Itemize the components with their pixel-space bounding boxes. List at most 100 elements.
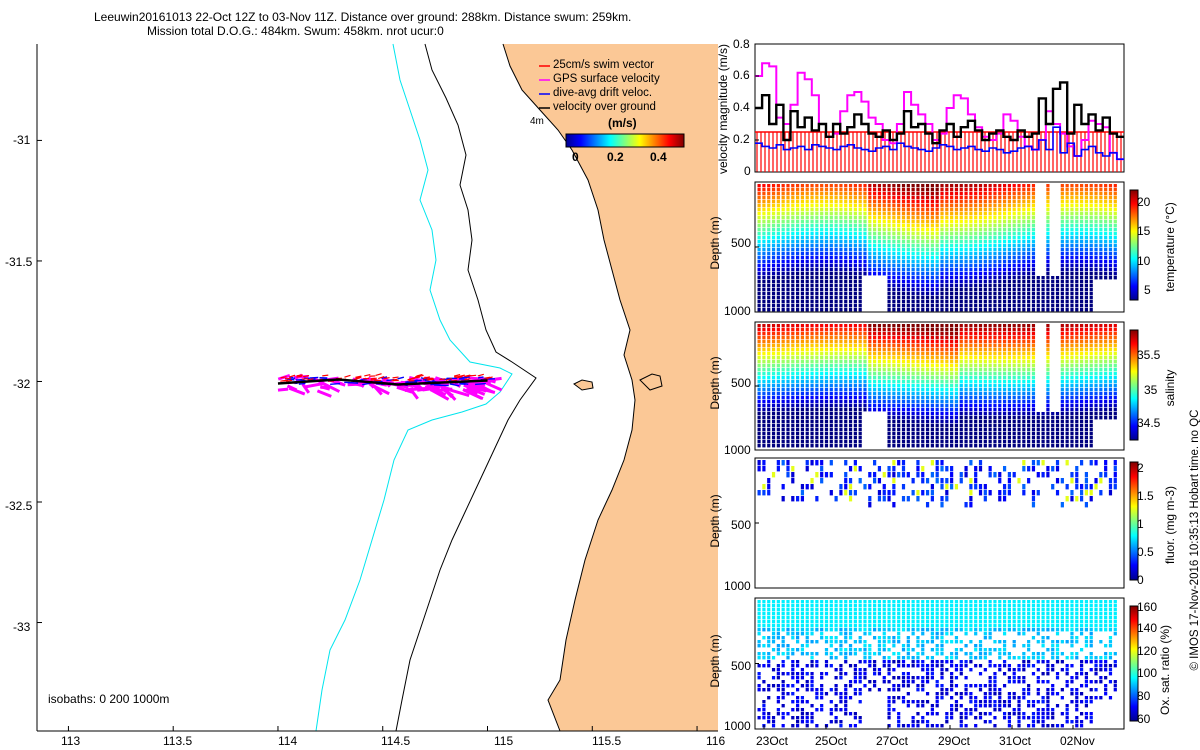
profile-sample: [935, 256, 939, 260]
profile-sample: [950, 404, 954, 408]
profile-sample: [940, 264, 944, 268]
profile-sample: [993, 220, 997, 224]
profile-sample: [1012, 392, 1016, 396]
profile-sample: [1104, 416, 1108, 420]
profile-sample: [786, 220, 790, 224]
profile-sample: [974, 408, 978, 412]
profile-sample: [1022, 264, 1026, 268]
profile-sample: [974, 466, 978, 472]
profile-sample: [1012, 224, 1016, 228]
profile-sample: [844, 392, 848, 396]
profile-sample: [848, 380, 853, 384]
profile-sample: [1089, 368, 1093, 372]
profile-sample: [930, 208, 934, 212]
profile-sample: [800, 356, 805, 360]
profile-sample: [810, 360, 814, 364]
velocity-series-2: [755, 126, 1124, 160]
profile-sample: [954, 292, 959, 296]
profile-sample: [824, 376, 829, 380]
profile-sample: [969, 208, 973, 212]
profile-sample: [762, 328, 766, 332]
profile-sample: [829, 188, 833, 192]
profile-sample: [945, 232, 949, 236]
profile-sample: [1002, 404, 1007, 408]
profile-sample: [1060, 284, 1064, 288]
profile-sample: [1084, 192, 1089, 196]
profile-sample: [1108, 388, 1113, 392]
profile-sample: [786, 392, 790, 396]
profile-sample: [1046, 256, 1050, 260]
profile-sample: [911, 444, 915, 448]
profile-sample: [887, 392, 891, 396]
profile-sample: [858, 232, 862, 236]
profile-sample: [858, 296, 862, 300]
profile-sample: [925, 268, 930, 272]
profile-sample: [757, 276, 761, 280]
profile-sample: [786, 328, 790, 332]
profile-sample: [950, 240, 954, 244]
profile-sample: [786, 208, 790, 212]
profile-sample: [998, 490, 1002, 496]
profile-sample: [771, 232, 776, 236]
profile-sample: [757, 420, 761, 424]
profile-sample: [911, 364, 915, 368]
profile-sample: [1079, 432, 1084, 436]
profile-sample: [834, 416, 838, 420]
swim-vector-arrow: [422, 376, 430, 380]
profile-sample: [757, 604, 761, 608]
profile-sample: [945, 466, 949, 472]
profile-sample: [1041, 440, 1045, 444]
profile-sample: [834, 204, 838, 208]
profile-sample: [848, 216, 853, 220]
profile-sample: [1060, 328, 1064, 332]
profile-sample: [1031, 400, 1036, 404]
profile-sample: [1007, 280, 1011, 284]
profile-sample: [1079, 252, 1084, 256]
profile-sample: [820, 380, 824, 384]
profile-sample: [974, 376, 978, 380]
profile-sample: [757, 432, 761, 436]
profile-sample: [945, 244, 949, 248]
profile-sample: [906, 368, 910, 372]
profile-sample: [916, 184, 920, 188]
profile-sample: [916, 428, 920, 432]
profile-sample: [767, 444, 771, 448]
profile-sample: [897, 340, 901, 344]
profile-sample: [1002, 200, 1007, 204]
profile-sample: [930, 216, 934, 220]
profile-sample: [771, 432, 776, 436]
profile-sample: [988, 432, 992, 436]
profile-sample: [935, 460, 939, 466]
profile-sample: [988, 308, 992, 312]
profile-sample: [921, 228, 925, 232]
profile-sample: [781, 388, 785, 392]
profile-sample: [1022, 304, 1026, 308]
profile-sample: [786, 408, 790, 412]
profile-sample: [848, 300, 853, 304]
profile-sample: [887, 336, 891, 340]
profile-sample: [1084, 356, 1089, 360]
profile-sample: [1079, 484, 1084, 490]
profile-sample: [844, 472, 848, 478]
profile-sample: [1012, 340, 1016, 344]
profile-sample: [1089, 424, 1093, 428]
profile-sample: [800, 368, 805, 372]
profile-sample: [993, 256, 997, 260]
profile-sample: [1031, 252, 1036, 256]
profile-sample: [791, 284, 795, 288]
profile-sample: [757, 392, 761, 396]
profile-sample: [1108, 272, 1113, 276]
profile-sample: [906, 428, 910, 432]
profile-sample: [935, 184, 939, 188]
profile-sample: [1027, 264, 1031, 268]
profile-sample: [1051, 416, 1055, 420]
profile-sample: [1002, 268, 1007, 272]
profile-sample: [1099, 236, 1103, 240]
profile-sample: [887, 388, 891, 392]
profile-sample: [1002, 440, 1007, 444]
profile-sample: [1022, 484, 1026, 490]
profile-sample: [858, 388, 862, 392]
profile-sample: [839, 204, 843, 208]
profile-sample: [1104, 256, 1108, 260]
profile-sample: [897, 228, 901, 232]
